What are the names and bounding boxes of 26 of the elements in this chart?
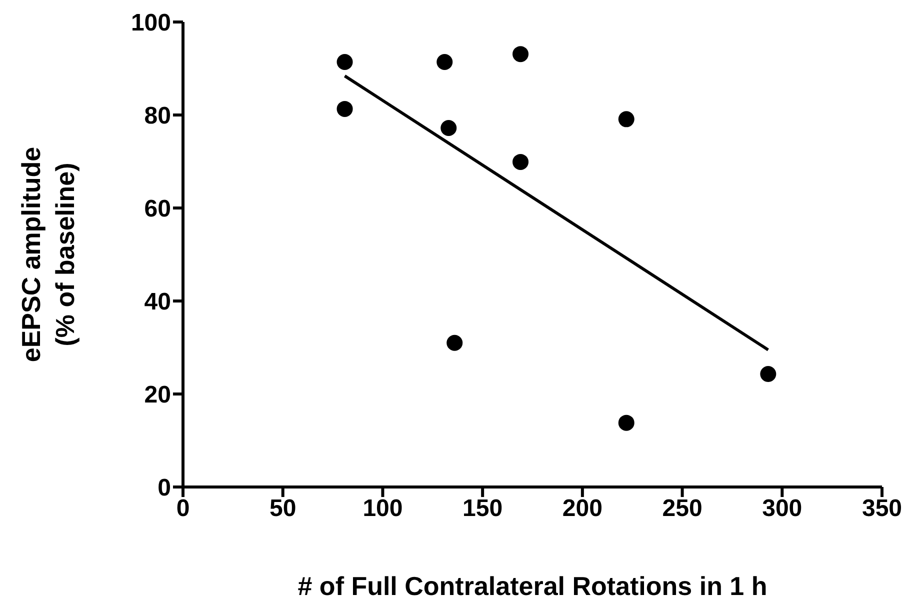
y-axis-title: eEPSC amplitude (% of baseline) [16,146,80,362]
point [760,366,776,382]
point [446,334,463,351]
x-tick-label: 250 [662,495,702,522]
x-tick-label: 350 [862,495,902,522]
y-tick-label: 20 [144,382,171,409]
point [618,414,634,431]
point [512,154,529,170]
x-tick-label: 50 [270,495,296,522]
y-tick-label: 100 [130,10,171,37]
point [336,54,353,70]
point [618,111,634,128]
point [512,46,529,62]
x-tick-label: 0 [176,495,190,522]
x-tick-label: 100 [362,495,403,522]
y-tick-label: 80 [144,102,171,130]
x-tick-label: 150 [462,495,503,522]
point [440,120,457,136]
y-tick-label: 0 [158,474,171,502]
x-axis-title: # of Full Contralateral Rotations in 1 h [298,571,768,601]
x-tick-label: 200 [562,495,602,522]
point [336,100,353,117]
point [436,54,453,70]
y-tick-label: 60 [144,196,171,223]
x-tick-label: 300 [762,495,802,522]
y-tick-label: 40 [144,288,171,316]
